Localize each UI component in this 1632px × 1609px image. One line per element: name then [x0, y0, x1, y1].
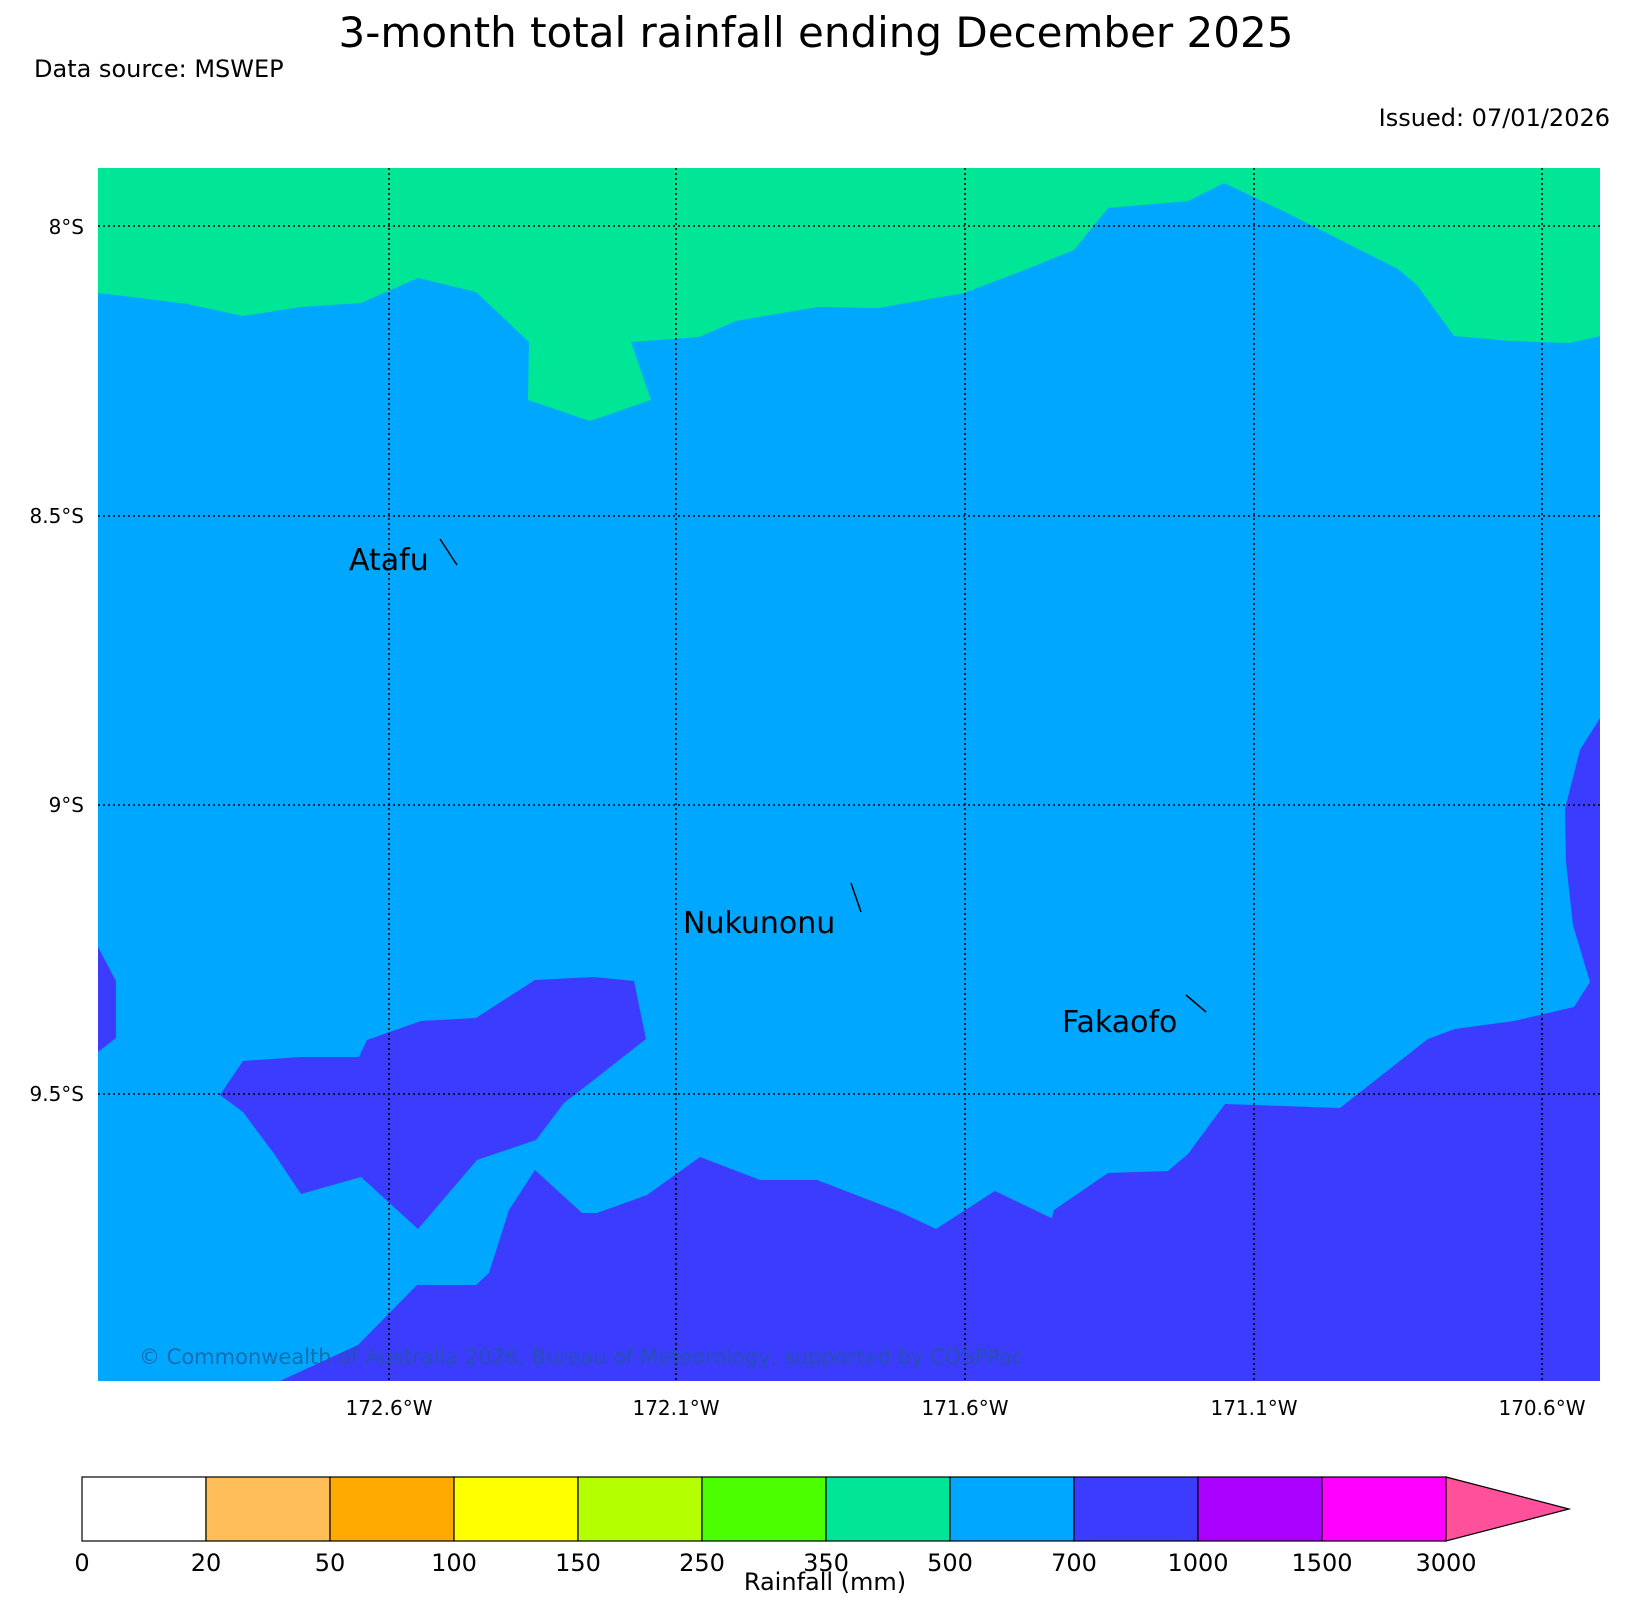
- colorbar-extend-arrow: [1445, 1476, 1572, 1542]
- colorbar-tick-label: 700: [1051, 1549, 1097, 1577]
- lat-label-8-5s: 8.5°S: [29, 504, 84, 528]
- place-label-atafu: Atafu: [349, 543, 429, 578]
- colorbar-swatch: [1321, 1476, 1447, 1542]
- colorbar-swatch: [1073, 1476, 1199, 1542]
- colorbar-tick-label: 1500: [1291, 1549, 1352, 1577]
- colorbar-tick-label: 1000: [1167, 1549, 1228, 1577]
- place-label-nukunonu: Nukunonu: [683, 906, 835, 941]
- colorbar-tick-label: 3000: [1415, 1549, 1476, 1577]
- colorbar-swatch: [949, 1476, 1075, 1542]
- lat-label-9-5s: 9.5°S: [29, 1082, 84, 1106]
- lon-label-171-1w: 171.1°W: [1210, 1396, 1297, 1420]
- lon-label-171-6w: 171.6°W: [921, 1396, 1008, 1420]
- lat-label-8s: 8°S: [49, 215, 84, 239]
- colorbar-swatch: [701, 1476, 827, 1542]
- colorbar-swatch: [81, 1476, 207, 1542]
- atafu-leader-line: [439, 538, 458, 566]
- lat-label-9s: 9°S: [49, 793, 84, 817]
- colorbar-swatch: [1197, 1476, 1323, 1542]
- copyright-notice: © Commonwealth of Australia 2026, Bureau…: [139, 1345, 1023, 1369]
- colorbar-swatch: [453, 1476, 579, 1542]
- rain-region-700-1000-edge: [98, 947, 116, 1052]
- rain-region-700-1000-west: [220, 977, 646, 1229]
- colorbar-swatch: [825, 1476, 951, 1542]
- fakaofo-leader-line: [1185, 994, 1207, 1013]
- lon-label-172-6w: 172.6°W: [345, 1396, 432, 1420]
- colorbar-swatch: [205, 1476, 331, 1542]
- colorbar-tick-label: 0: [74, 1549, 89, 1577]
- colorbar-tick-label: 150: [555, 1549, 601, 1577]
- colorbar-title: Rainfall (mm): [744, 1568, 906, 1596]
- rain-region-350-500: [98, 168, 1600, 421]
- colorbar-tick-label: 20: [191, 1549, 222, 1577]
- colorbar-tick-label: 350: [803, 1549, 849, 1577]
- colorbar-swatch: [329, 1476, 455, 1542]
- issued-date-label: Issued: 07/01/2026: [1378, 104, 1610, 132]
- colorbar-tick-label: 100: [431, 1549, 477, 1577]
- colorbar-tick-label: 50: [315, 1549, 346, 1577]
- colorbar: 0 20 50 100 150 250 350 500 700 1000 1500 3000: [74, 1476, 1572, 1577]
- place-label-fakaofo: Fakaofo: [1062, 1005, 1177, 1040]
- lon-label-170-6w: 170.6°W: [1498, 1396, 1585, 1420]
- rain-region-700-1000-south: [98, 718, 1600, 1381]
- graticule: [98, 168, 1600, 1381]
- colorbar-tick-label: 250: [679, 1549, 725, 1577]
- data-source-label: Data source: MSWEP: [34, 55, 284, 83]
- map-plot-area: [98, 168, 1600, 1381]
- map-title: 3-month total rainfall ending December 2…: [338, 8, 1294, 57]
- colorbar-tick-label: 500: [927, 1549, 973, 1577]
- colorbar-swatch: [577, 1476, 703, 1542]
- lon-label-172-1w: 172.1°W: [632, 1396, 719, 1420]
- nukunonu-leader-line: [850, 882, 862, 913]
